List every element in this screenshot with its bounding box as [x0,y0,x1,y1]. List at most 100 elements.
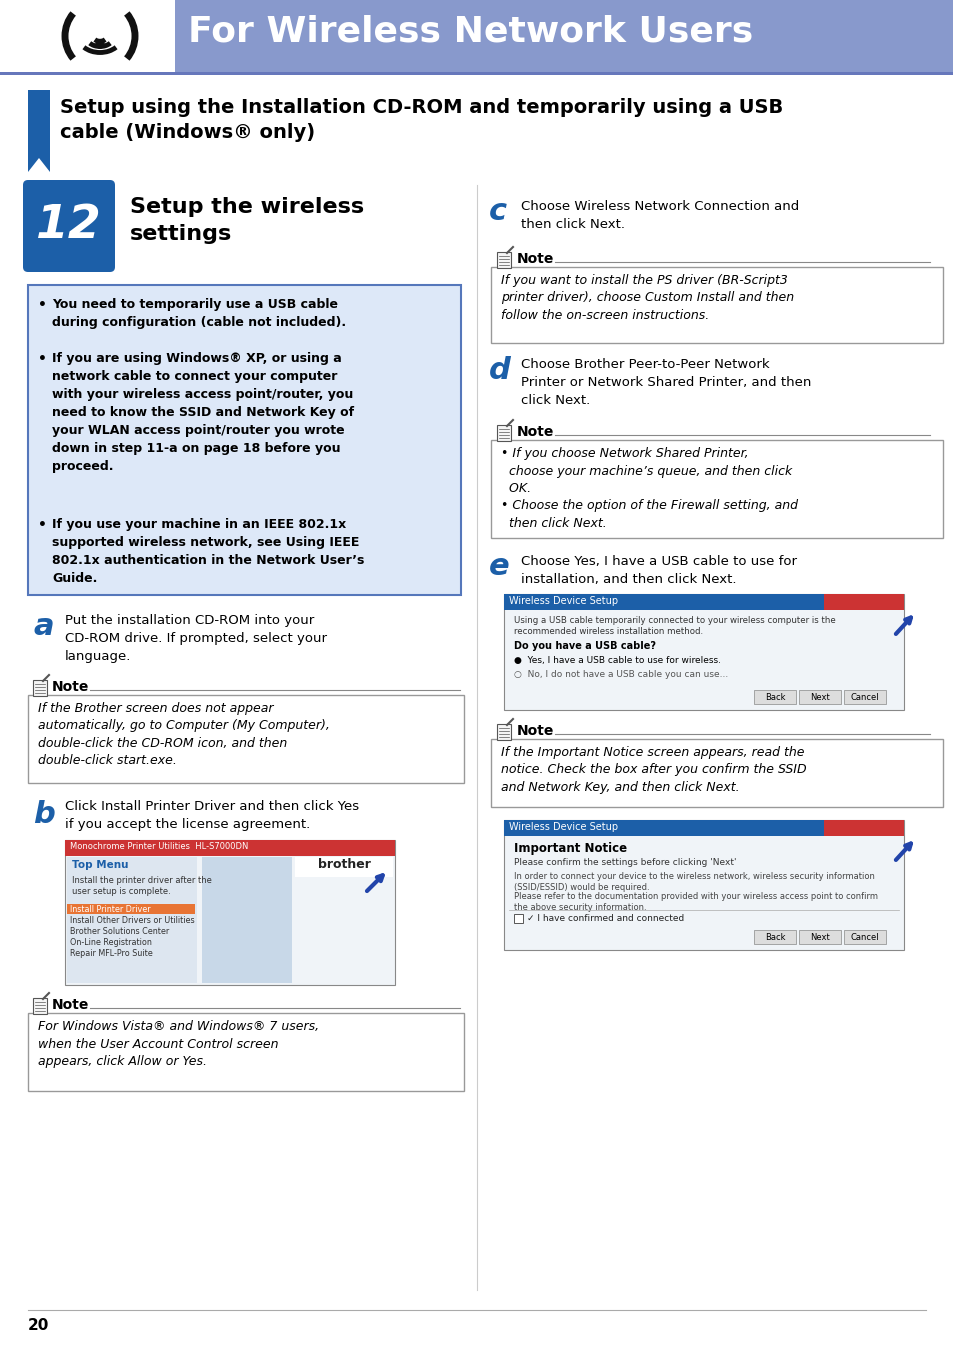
Text: Note: Note [517,252,554,266]
Bar [823,594,903,610]
Text: Please confirm the settings before clicking 'Next': Please confirm the settings before click… [514,859,736,867]
Bar [753,930,795,944]
Bar [799,930,841,944]
Bar [33,998,47,1014]
Text: Important Notice: Important Notice [514,842,626,855]
FancyBboxPatch shape [23,180,115,271]
Text: Note: Note [517,425,554,439]
Text: Install the printer driver after the
user setup is complete.: Install the printer driver after the use… [71,876,212,896]
Bar [65,840,395,986]
Bar [503,594,903,710]
Text: Back: Back [764,933,784,941]
Bar [65,840,395,856]
Text: Choose Yes, I have a USB cable to use for
installation, and then click Next.: Choose Yes, I have a USB cable to use fo… [520,555,796,586]
Text: In order to connect your device to the wireless network, wireless security infor: In order to connect your device to the w… [514,872,874,892]
Bar [497,724,511,740]
Bar [28,90,50,171]
Text: a: a [33,612,53,641]
Bar [28,285,460,595]
Text: Brother Solutions Center: Brother Solutions Center [70,927,169,936]
Bar [753,690,795,703]
Bar [491,440,942,539]
Bar [33,680,47,697]
Text: Choose Wireless Network Connection and
then click Next.: Choose Wireless Network Connection and t… [520,200,799,231]
Bar [503,594,903,610]
Text: Note: Note [52,680,90,694]
Text: Wireless Device Setup: Wireless Device Setup [509,595,618,606]
Bar [843,930,885,944]
Text: On-Line Registration: On-Line Registration [70,938,152,946]
Text: Cancel: Cancel [850,693,879,702]
Text: Please refer to the documentation provided with your wireless access point to co: Please refer to the documentation provid… [514,892,877,913]
Bar [202,857,292,983]
Bar [67,948,194,958]
Bar [67,915,194,925]
Text: settings: settings [130,224,232,244]
Text: b: b [33,801,55,829]
Bar [67,937,194,946]
Text: •: • [38,518,47,532]
Text: If you are using Windows® XP, or using a
network cable to connect your computer
: If you are using Windows® XP, or using a… [52,352,354,472]
Text: Next: Next [809,693,829,702]
Circle shape [96,40,104,49]
Text: d: d [489,356,511,385]
Bar [799,690,841,703]
Text: Monochrome Printer Utilities  HL-S7000DN: Monochrome Printer Utilities HL-S7000DN [70,842,248,850]
Text: ○  No, I do not have a USB cable you can use...: ○ No, I do not have a USB cable you can … [514,670,727,679]
Text: Setup using the Installation CD-ROM and temporarily using a USB: Setup using the Installation CD-ROM and … [60,99,782,117]
Bar [514,914,522,923]
Bar [67,904,194,914]
Text: cable (Windows® only): cable (Windows® only) [60,123,314,142]
Bar [823,819,903,836]
Text: Repair MFL-Pro Suite: Repair MFL-Pro Suite [70,949,152,958]
Text: Choose Brother Peer-to-Peer Network
Printer or Network Shared Printer, and then
: Choose Brother Peer-to-Peer Network Prin… [520,358,810,406]
Text: Using a USB cable temporarily connected to your wireless computer is the
recomme: Using a USB cable temporarily connected … [514,616,835,636]
Text: c: c [489,197,507,225]
Text: e: e [489,552,509,580]
Text: For Windows Vista® and Windows® 7 users,
when the User Account Control screen
ap: For Windows Vista® and Windows® 7 users,… [38,1021,319,1068]
Text: Note: Note [517,724,554,738]
Bar [503,819,903,836]
Text: Do you have a USB cable?: Do you have a USB cable? [514,641,656,651]
Text: Install Other Drivers or Utilities: Install Other Drivers or Utilities [70,917,194,925]
Text: Put the installation CD-ROM into your
CD-ROM drive. If prompted, select your
lan: Put the installation CD-ROM into your CD… [65,614,327,663]
Bar [491,267,942,343]
Text: • If you choose Network Shared Printer,
  choose your machine’s queue, and then : • If you choose Network Shared Printer, … [500,447,797,531]
Text: Setup the wireless: Setup the wireless [130,197,364,217]
Text: You need to temporarily use a USB cable
during configuration (cable not included: You need to temporarily use a USB cable … [52,298,346,329]
Bar [28,1012,463,1091]
Text: 20: 20 [28,1318,50,1332]
Text: •: • [38,352,47,366]
Bar [497,252,511,269]
Text: Back: Back [764,693,784,702]
Bar [67,926,194,936]
Bar [294,857,393,878]
Text: •: • [38,298,47,312]
Text: ✓ I have confirmed and connected: ✓ I have confirmed and connected [526,914,683,923]
Text: brother: brother [317,859,370,871]
Bar [28,695,463,783]
Text: ●  Yes, I have a USB cable to use for wireless.: ● Yes, I have a USB cable to use for wir… [514,656,720,666]
Bar [0,0,953,72]
Text: If you want to install the PS driver (BR-Script3
printer driver), choose Custom : If you want to install the PS driver (BR… [500,274,793,323]
Text: Top Menu: Top Menu [71,860,129,869]
Bar [0,72,953,76]
Text: Install Printer Driver: Install Printer Driver [70,904,151,914]
Text: Note: Note [52,998,90,1012]
Bar [67,857,196,983]
Bar [843,690,885,703]
Text: 12: 12 [36,204,102,248]
Text: For Wireless Network Users: For Wireless Network Users [188,14,753,49]
Text: Click Install Printer Driver and then click Yes
if you accept the license agreem: Click Install Printer Driver and then cl… [65,801,358,832]
Text: If you use your machine in an IEEE 802.1x
supported wireless network, see Using : If you use your machine in an IEEE 802.1… [52,518,364,585]
Bar [503,819,903,950]
Text: Wireless Device Setup: Wireless Device Setup [509,822,618,832]
Text: Next: Next [809,933,829,941]
Text: If the Brother screen does not appear
automatically, go to Computer (My Computer: If the Brother screen does not appear au… [38,702,330,768]
Bar [491,738,942,807]
Text: If the Important Notice screen appears, read the
notice. Check the box after you: If the Important Notice screen appears, … [500,747,806,794]
Polygon shape [28,158,50,171]
Text: Cancel: Cancel [850,933,879,941]
Bar [497,425,511,441]
Bar [0,0,174,72]
